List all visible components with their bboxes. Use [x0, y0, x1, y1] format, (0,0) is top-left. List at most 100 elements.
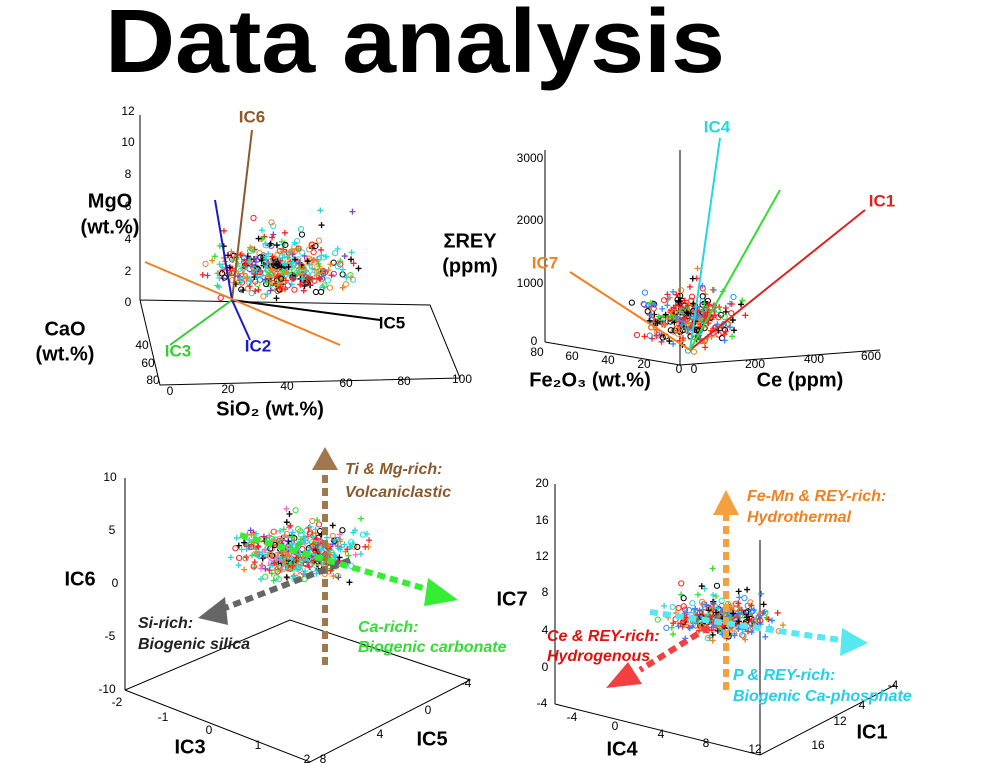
tick-label: 10 [103, 470, 117, 484]
scatter-glyph [291, 286, 298, 293]
scatter-glyph [358, 515, 365, 522]
scatter-glyph [267, 240, 274, 247]
scatter-glyph [278, 275, 285, 282]
scatter-glyph [309, 275, 316, 282]
scatter-glyph [343, 274, 350, 281]
scatter-glyph [350, 260, 357, 267]
annotation: IC7 [532, 253, 558, 272]
scatter-glyph [678, 580, 685, 587]
scatter-glyph [262, 547, 269, 554]
scatter-glyph [216, 261, 223, 268]
annotation: Volcaniclastic [345, 484, 451, 501]
scatter-glyph [735, 618, 742, 625]
tick-label: 60 [565, 349, 579, 363]
scatter-glyph [290, 273, 297, 280]
scatter-glyph [684, 315, 691, 322]
scatter-glyph [339, 527, 346, 534]
scatter-glyph [689, 622, 696, 629]
scatter-glyph [273, 242, 280, 249]
scatter-glyph [683, 614, 690, 621]
tick-label: 0 [125, 295, 132, 309]
scatter-glyph [673, 327, 680, 334]
annotation: P & REY-rich: [733, 667, 835, 684]
tick-label: 0 [676, 362, 683, 376]
scatter-glyph [317, 267, 324, 274]
scatter-glyph [710, 286, 717, 293]
scatter-glyph [651, 301, 658, 308]
scatter-glyph [248, 543, 255, 550]
scatter-glyph [701, 585, 708, 592]
arrowhead [424, 578, 458, 606]
scatter-glyph [702, 344, 709, 351]
scatter-glyph [246, 258, 253, 265]
scatter-glyph [694, 591, 701, 598]
scatter-glyph [246, 283, 253, 290]
scatter-glyph [641, 333, 648, 340]
scatter-glyph [240, 287, 247, 294]
scatter-glyph [714, 321, 721, 328]
scatter-glyph [312, 526, 319, 533]
annotation: IC1 [869, 191, 895, 210]
scatter-glyph [297, 528, 304, 535]
arrow [638, 617, 722, 673]
scatter-glyph [366, 537, 373, 544]
scatter-clouds [199, 207, 787, 644]
scatter-glyph [216, 284, 223, 291]
scatter-glyph [261, 260, 269, 267]
scatter-glyph [347, 543, 354, 550]
scatter-glyph [731, 327, 738, 334]
scatter-glyph [321, 282, 328, 289]
scatter-glyph [738, 301, 745, 308]
scatter-glyph [702, 306, 709, 314]
scatter-glyph [341, 541, 348, 548]
scatter-glyph [274, 562, 281, 569]
scatter-glyph [241, 539, 248, 546]
scatter-glyph [705, 301, 712, 308]
scatter-glyph [672, 302, 679, 309]
scatter-glyph [250, 265, 258, 273]
scatter-glyph [250, 563, 257, 570]
scatter-glyph [690, 348, 698, 355]
scatter-glyph [657, 314, 664, 322]
scatter-glyph [310, 566, 317, 573]
scatter-glyph [292, 507, 299, 514]
scatter-glyph [278, 238, 285, 245]
scatter-glyph [219, 264, 226, 271]
vector [231, 129, 253, 301]
scatter-glyph [241, 254, 248, 261]
scatter-glyph [281, 532, 288, 539]
scatter-glyph [667, 327, 674, 334]
scatter-glyph [299, 249, 306, 256]
scatter-glyph [311, 259, 318, 266]
scatter-glyph [273, 295, 280, 302]
scatter-glyph [233, 534, 240, 541]
scatter-glyph [714, 307, 722, 314]
scatter-glyph [242, 555, 249, 562]
scatter-glyph [722, 328, 729, 335]
scatter-glyph [282, 241, 289, 248]
scatter-glyph [268, 219, 275, 226]
scatter-glyph [310, 249, 317, 256]
scatter-glyph [265, 258, 272, 265]
scatter-glyph [628, 299, 635, 306]
tick-label: 4 [658, 727, 665, 741]
scatter-glyph [681, 617, 688, 624]
scatter-glyph [633, 331, 641, 339]
scatter-glyph [344, 546, 351, 553]
scatter-glyph [713, 582, 721, 589]
scatter-glyph [740, 632, 747, 640]
vector [689, 209, 866, 351]
tick-label: 12 [121, 104, 135, 118]
scatter-glyph [677, 620, 684, 627]
tick-label: 60 [339, 376, 353, 390]
scatter-glyph [685, 607, 693, 614]
scatter-glyph [685, 624, 692, 631]
scatter-glyph [289, 529, 296, 536]
scatter-glyph [283, 519, 290, 526]
scatter-glyph [312, 288, 320, 296]
scatter-glyph [309, 517, 316, 525]
scatter-glyph [286, 510, 293, 517]
tick-label: 4 [542, 623, 549, 637]
scatter-glyph [304, 258, 311, 265]
scatter-glyph [675, 604, 682, 612]
